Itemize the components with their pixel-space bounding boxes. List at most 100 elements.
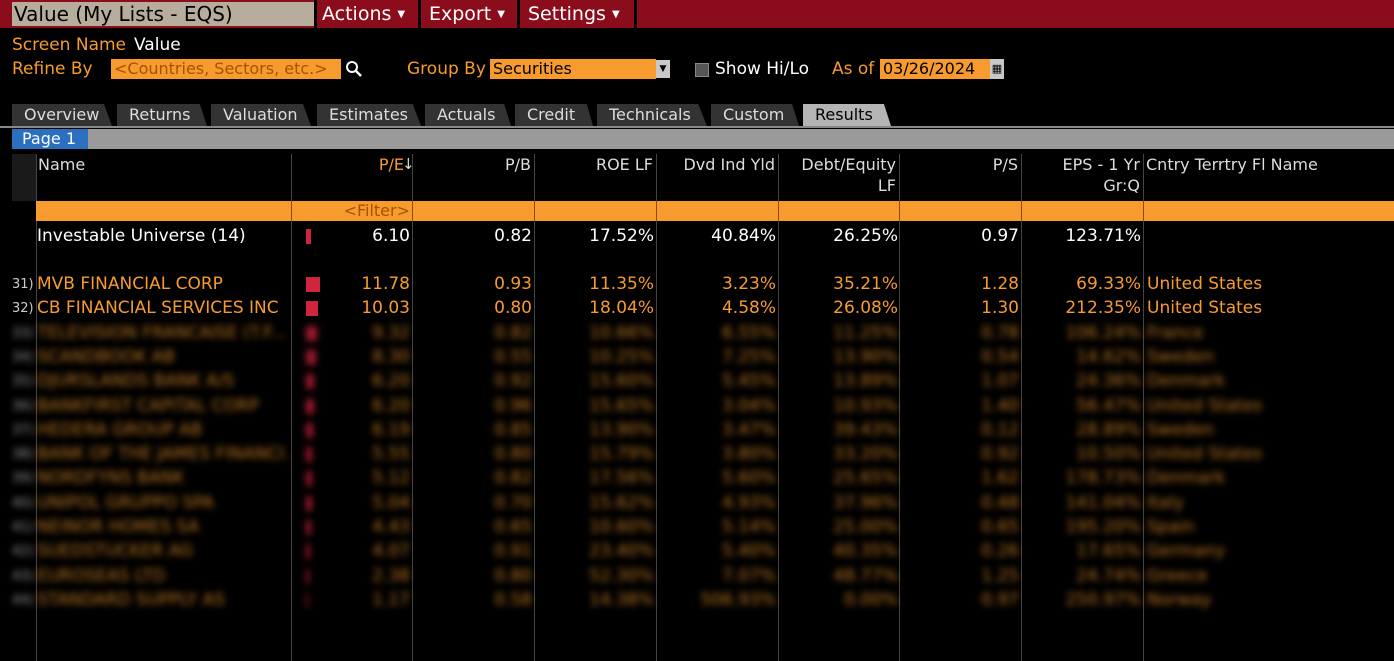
- security-name[interactable]: NORDFYNS BANK: [37, 468, 185, 489]
- column-divider: [36, 154, 37, 661]
- cell-country: Sweden: [1147, 419, 1215, 440]
- table-row[interactable]: 34) SCANDBOOK AB 8.30 0.55 10.25% 7.25% 13.90%…: [0, 346, 1394, 370]
- security-name[interactable]: NEINOR HOMES SA: [37, 517, 200, 537]
- header-roe[interactable]: ROE LF: [595, 155, 653, 174]
- chevron-down-icon[interactable]: ▼: [656, 60, 670, 78]
- column-divider: [899, 154, 900, 661]
- security-name[interactable]: TELEVISION FRANCAISE (T.F...: [37, 322, 287, 343]
- filter-input-pe[interactable]: <Filter>: [343, 201, 410, 220]
- search-icon[interactable]: [345, 60, 363, 78]
- security-name[interactable]: HEDERA GROUP AB: [37, 419, 203, 440]
- table-row[interactable]: 33) TELEVISION FRANCAISE (T.F... 9.32 0.82 1…: [0, 322, 1394, 346]
- security-name[interactable]: UNIPOL GRUPPO SPA: [37, 492, 214, 513]
- tab-actuals[interactable]: Actuals: [425, 104, 511, 126]
- security-name[interactable]: DJURSLANDS BANK A/S: [37, 371, 235, 392]
- pe-bar: [306, 471, 312, 487]
- header-ps[interactable]: P/S: [992, 155, 1018, 174]
- header-eps[interactable]: EPS - 1 Yr Gr:Q: [1022, 154, 1140, 196]
- tab-credit[interactable]: Credit: [515, 104, 593, 126]
- table-row[interactable]: 38) BANK OF THE JAMES FINANCI... 5.55 0.80 1…: [0, 443, 1394, 467]
- as-of-label: As of: [832, 59, 875, 79]
- cell-pe: 1.17: [372, 589, 410, 610]
- cell-eps: 17.65%: [1076, 541, 1141, 562]
- pe-bar: [306, 422, 313, 438]
- cell-de: 39.43%: [833, 419, 898, 440]
- cell-roe: 10.25%: [589, 346, 654, 367]
- row-index: 40): [12, 495, 34, 511]
- cell-dvd: 4.58%: [721, 298, 776, 319]
- tab-technicals[interactable]: Technicals: [597, 104, 707, 126]
- filter-divider: [778, 201, 779, 221]
- tab-returns[interactable]: Returns: [117, 104, 207, 126]
- header-pe[interactable]: P/E: [292, 154, 404, 175]
- table-row[interactable]: 41) NEINOR HOMES SA 4.43 0.65 10.60% 5.14% 25.…: [0, 516, 1394, 540]
- cell-country: Denmark: [1147, 371, 1226, 392]
- row-index: 37): [12, 422, 34, 438]
- security-name[interactable]: SUEDSTUCKER AG: [37, 541, 194, 562]
- security-name[interactable]: STANDARD SUPPLY AS: [37, 589, 226, 610]
- cell-pe: 2.38: [372, 565, 410, 586]
- universe-de: 26.25%: [833, 226, 898, 246]
- table-row[interactable]: 40) UNIPOL GRUPPO SPA 5.04 0.70 15.62% 4.93% 3…: [0, 492, 1394, 516]
- calendar-icon[interactable]: ▦: [990, 59, 1004, 79]
- table-row[interactable]: 31) MVB FINANCIAL CORP 11.78 0.93 11.35% 3.23…: [0, 273, 1394, 297]
- settings-menu[interactable]: Settings ▼: [520, 0, 642, 28]
- header-pb[interactable]: P/B: [504, 155, 531, 174]
- security-name[interactable]: MVB FINANCIAL CORP: [37, 274, 223, 294]
- as-of-date-input[interactable]: 03/26/2024: [880, 59, 990, 79]
- export-menu[interactable]: Export ▼: [421, 0, 525, 28]
- cell-pb: 0.85: [494, 419, 532, 440]
- cell-roe: 14.38%: [589, 589, 654, 610]
- cell-eps: 28.89%: [1076, 419, 1141, 440]
- show-hilo-checkbox[interactable]: [695, 63, 709, 77]
- table-row[interactable]: 43) EUROSEAS LTD 2.38 0.80 52.30% 7.07% 48.77%…: [0, 565, 1394, 589]
- actions-menu[interactable]: Actions ▼: [314, 0, 426, 28]
- table-row[interactable]: 39) NORDFYNS BANK 5.12 0.82 17.56% 5.60% 25.65…: [0, 467, 1394, 491]
- table-row[interactable]: 35) DJURSLANDS BANK A/S 6.20 0.92 15.60% 5.45…: [0, 370, 1394, 394]
- cell-pe: 5.04: [372, 492, 410, 513]
- tab-valuation[interactable]: Valuation: [211, 104, 311, 126]
- refine-by-input[interactable]: <Countries, Sectors, etc.>: [111, 59, 341, 79]
- header-debt-equity[interactable]: Debt/Equity LF: [779, 154, 896, 196]
- tab-custom[interactable]: Custom: [711, 104, 799, 126]
- tab-label: Returns: [129, 105, 191, 124]
- tab-overview[interactable]: Overview: [12, 104, 112, 126]
- tab-estimates[interactable]: Estimates: [317, 104, 421, 126]
- menu-divider: [634, 0, 637, 28]
- cell-ps: 0.92: [981, 444, 1019, 465]
- cell-eps: 24.36%: [1076, 371, 1141, 392]
- security-name[interactable]: SCANDBOOK AB: [37, 346, 176, 367]
- group-by-select[interactable]: Securities: [490, 59, 656, 79]
- table-row[interactable]: 36) BANKFIRST CAPITAL CORP 6.20 0.96 15.65% 3…: [0, 395, 1394, 419]
- page-tab[interactable]: Page 1: [12, 129, 88, 149]
- tab-results[interactable]: Results: [803, 104, 891, 126]
- screen-title[interactable]: Value (My Lists - EQS): [12, 2, 314, 26]
- cell-pe: 6.20: [372, 371, 410, 392]
- header-eps-line2: Gr:Q: [1103, 176, 1140, 195]
- table-row[interactable]: 42) SUEDSTUCKER AG 4.07 0.91 23.40% 5.40% 40.3…: [0, 540, 1394, 564]
- table-row[interactable]: 37) HEDERA GROUP AB 6.19 0.85 13.90% 3.47% 39.…: [0, 419, 1394, 443]
- tab-label: Estimates: [329, 105, 409, 124]
- cell-roe: 10.66%: [589, 322, 654, 343]
- security-name[interactable]: BANK OF THE JAMES FINANCI...: [37, 444, 289, 465]
- security-name[interactable]: EUROSEAS LTD: [37, 565, 166, 586]
- filter-row[interactable]: [36, 201, 1394, 221]
- table-row[interactable]: 32) CB FINANCIAL SERVICES INC 10.03 0.80 18.…: [0, 297, 1394, 321]
- security-name[interactable]: CB FINANCIAL SERVICES INC: [37, 298, 279, 319]
- cell-dvd: 4.93%: [721, 492, 776, 513]
- cell-dvd: 5.40%: [721, 541, 776, 562]
- cell-country: France: [1147, 322, 1204, 343]
- security-name[interactable]: BANKFIRST CAPITAL CORP: [37, 395, 259, 416]
- row-index: 35): [12, 374, 34, 390]
- cell-eps: 10.50%: [1076, 444, 1141, 465]
- header-dvd[interactable]: Dvd Ind Yld: [683, 155, 775, 174]
- table-row[interactable]: 44) STANDARD SUPPLY AS 1.17 0.58 14.38% 506.9…: [0, 589, 1394, 613]
- cell-dvd: 3.47%: [721, 419, 776, 440]
- cell-pe: 8.30: [372, 346, 410, 367]
- header-name[interactable]: Name: [38, 155, 86, 174]
- cell-roe: 10.60%: [589, 517, 654, 537]
- cell-eps: 14.62%: [1076, 346, 1141, 367]
- cell-dvd: 506.93%: [700, 589, 776, 610]
- cell-eps: 250.97%: [1065, 589, 1141, 610]
- header-country[interactable]: Cntry Terrtry Fl Name: [1146, 155, 1318, 174]
